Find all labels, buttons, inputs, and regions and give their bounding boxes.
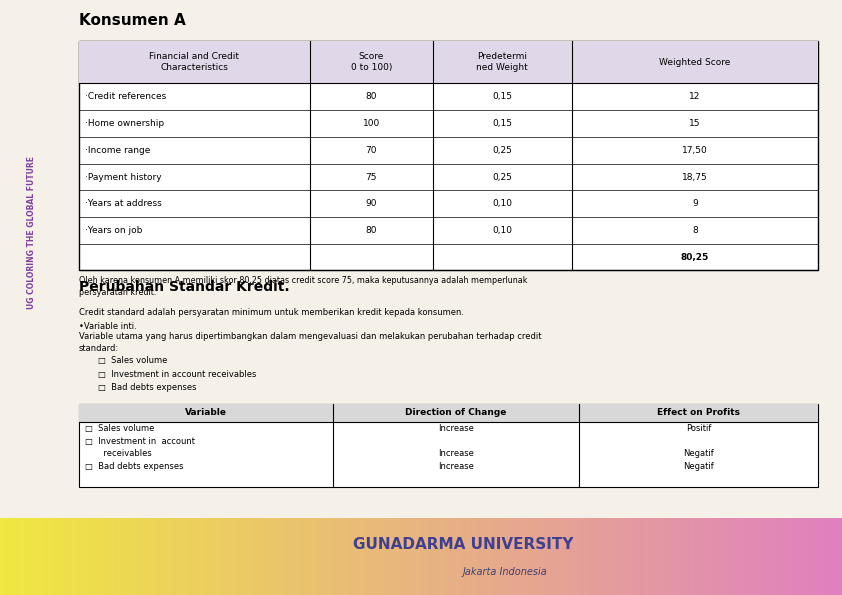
Text: 17,50: 17,50 (682, 146, 708, 155)
Text: 100: 100 (363, 118, 380, 128)
Text: Financial and Credit
Characteristics: Financial and Credit Characteristics (149, 52, 239, 72)
Text: □  Investment in account receivables: □ Investment in account receivables (98, 369, 256, 378)
Text: Variable: Variable (184, 408, 226, 417)
Text: 18,75: 18,75 (682, 173, 708, 181)
Text: 0,25: 0,25 (493, 173, 512, 181)
Text: 70: 70 (365, 146, 377, 155)
Text: •Variable inti.: •Variable inti. (78, 322, 136, 331)
Text: 0,25: 0,25 (493, 146, 512, 155)
Text: ·Years at address: ·Years at address (85, 199, 162, 208)
Text: □  Sales volume: □ Sales volume (98, 356, 168, 365)
Text: Konsumen A: Konsumen A (78, 13, 185, 28)
Text: 15: 15 (689, 118, 701, 128)
Text: Effect on Profits: Effect on Profits (658, 408, 740, 417)
Text: Direction of Change: Direction of Change (405, 408, 507, 417)
Bar (78, 42, 818, 83)
Text: 0,15: 0,15 (493, 92, 512, 101)
Text: ·Home ownership: ·Home ownership (85, 118, 164, 128)
Text: 12: 12 (690, 92, 701, 101)
Text: Jakarta Indonesia: Jakarta Indonesia (463, 567, 547, 577)
Text: 0,10: 0,10 (493, 226, 512, 236)
Text: Credit standard adalah persyaratan minimum untuk memberikan kredit kepada konsum: Credit standard adalah persyaratan minim… (78, 308, 464, 317)
Text: 80,25: 80,25 (681, 253, 709, 262)
Text: ·Payment history: ·Payment history (85, 173, 162, 181)
Text: Score
0 to 100): Score 0 to 100) (350, 52, 392, 72)
Text: □  Sales volume
□  Investment in  account
       receivables
□  Bad debts expens: □ Sales volume □ Investment in account r… (85, 424, 195, 471)
Text: ·Income range: ·Income range (85, 146, 150, 155)
Text: Perubahan Standar Kredit.: Perubahan Standar Kredit. (78, 280, 289, 293)
Text: 0,15: 0,15 (493, 118, 512, 128)
Text: Predetermi
ned Weight: Predetermi ned Weight (477, 52, 528, 72)
Text: GUNADARMA UNIVERSITY: GUNADARMA UNIVERSITY (353, 537, 573, 552)
Bar (78, 42, 818, 270)
Text: □  Bad debts expenses: □ Bad debts expenses (98, 383, 196, 392)
Text: 0,10: 0,10 (493, 199, 512, 208)
Bar (78, 404, 818, 487)
Text: ·Years on job: ·Years on job (85, 226, 142, 236)
Text: Weighted Score: Weighted Score (659, 58, 731, 67)
Text: Positif

Negatif
Negatif: Positif Negatif Negatif (684, 424, 714, 471)
Text: 9: 9 (692, 199, 698, 208)
Text: ·Credit references: ·Credit references (85, 92, 166, 101)
Text: 80: 80 (365, 226, 377, 236)
Text: 90: 90 (365, 199, 377, 208)
Text: Variable utama yang harus dipertimbangkan dalam mengevaluasi dan melakukan perub: Variable utama yang harus dipertimbangka… (78, 333, 541, 353)
Text: Increase

Increase
Increase: Increase Increase Increase (438, 424, 474, 471)
Text: 75: 75 (365, 173, 377, 181)
Text: 80: 80 (365, 92, 377, 101)
Text: Oleh karena konsumen A memiliki skor 80,25 diatas credit score 75, maka keputusa: Oleh karena konsumen A memiliki skor 80,… (78, 277, 527, 298)
Bar (78, 404, 818, 422)
Text: UG COLORING THE GLOBAL FUTURE: UG COLORING THE GLOBAL FUTURE (27, 156, 36, 309)
Text: 8: 8 (692, 226, 698, 236)
